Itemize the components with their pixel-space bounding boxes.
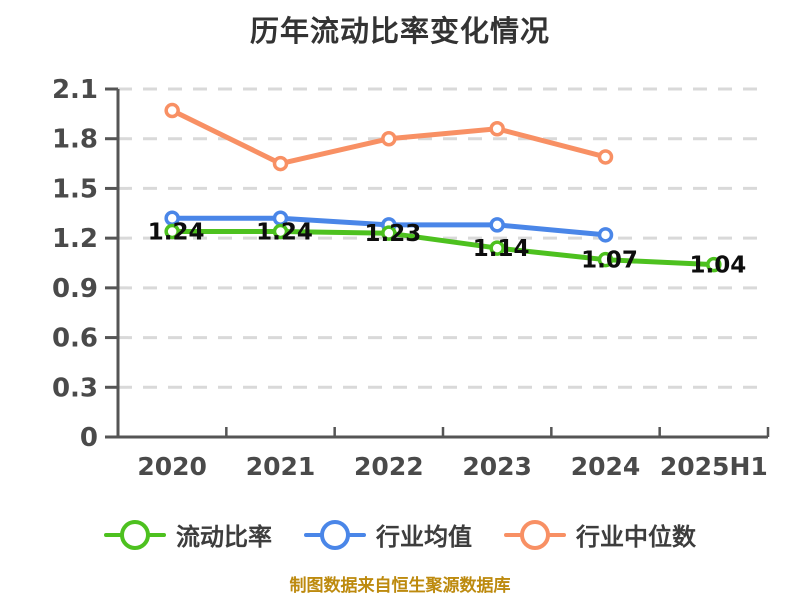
chart-title: 历年流动比率变化情况 xyxy=(249,14,550,48)
data-point-current-ratio xyxy=(489,240,505,256)
data-point-industry-median xyxy=(272,155,289,172)
data-point-label-current-ratio: 1.24 xyxy=(256,220,313,246)
data-point-label-current-ratio: 1.07 xyxy=(581,248,638,274)
y-axis-tick-label: 1.2 xyxy=(52,224,98,254)
legend-label-industry-median: 行业中位数 xyxy=(576,523,696,551)
data-point-current-ratio xyxy=(706,256,722,273)
data-point-industry-median xyxy=(381,130,397,147)
y-axis-tick-label: 1.5 xyxy=(52,174,98,204)
data-point-label-current-ratio: 1.23 xyxy=(364,221,421,247)
x-axis-tick-label: 2022 xyxy=(354,452,424,481)
data-point-industry-median xyxy=(489,121,505,137)
y-axis-tick-label: 2.1 xyxy=(52,75,98,105)
legend-marker-industry-median-icon xyxy=(504,518,566,552)
data-point-label-current-ratio: 1.24 xyxy=(148,220,205,246)
data-point-label-current-ratio: 1.04 xyxy=(689,253,746,279)
data-point-current-ratio xyxy=(164,223,180,240)
x-axis-tick-label: 2020 xyxy=(137,452,207,481)
legend-item-industry-median[interactable]: 行业中位数 xyxy=(504,517,696,552)
data-point-industry-median xyxy=(597,149,614,165)
data-point-industry-median xyxy=(164,102,180,119)
chart-legend: 流动比率 行业均值 行业中位数 xyxy=(0,517,800,552)
data-point-industry-average xyxy=(597,227,614,243)
data-point-current-ratio xyxy=(381,225,397,241)
data-point-industry-average xyxy=(489,217,505,233)
x-axis-tick-label: 2024 xyxy=(571,452,641,481)
y-axis-tick-label: 0.3 xyxy=(52,373,98,403)
data-point-current-ratio xyxy=(597,251,614,268)
legend-label-industry-average: 行业均值 xyxy=(376,523,472,551)
legend-item-current-ratio[interactable]: 流动比率 xyxy=(104,517,272,552)
legend-marker-current-ratio-icon xyxy=(104,518,166,552)
legend-item-industry-average[interactable]: 行业均值 xyxy=(304,517,472,552)
y-axis-tick-label: 0.9 xyxy=(52,274,98,304)
legend-label-current-ratio: 流动比率 xyxy=(176,523,272,551)
series-line-current-ratio xyxy=(169,229,717,268)
x-axis-tick-label: 2023 xyxy=(462,452,532,481)
legend-marker-industry-average-icon xyxy=(304,518,366,552)
data-source-note: 制图数据来自恒生聚源数据库 xyxy=(289,576,511,596)
data-point-label-current-ratio: 1.14 xyxy=(473,236,530,262)
x-axis-tick-label: 2021 xyxy=(246,452,316,481)
y-axis-tick-label: 1.8 xyxy=(52,125,98,155)
y-axis-tick-label: 0.6 xyxy=(52,324,98,354)
data-point-current-ratio xyxy=(272,223,289,240)
y-axis-tick-label: 0 xyxy=(80,423,98,453)
x-axis-tick-label: 2025H1 xyxy=(660,452,768,481)
